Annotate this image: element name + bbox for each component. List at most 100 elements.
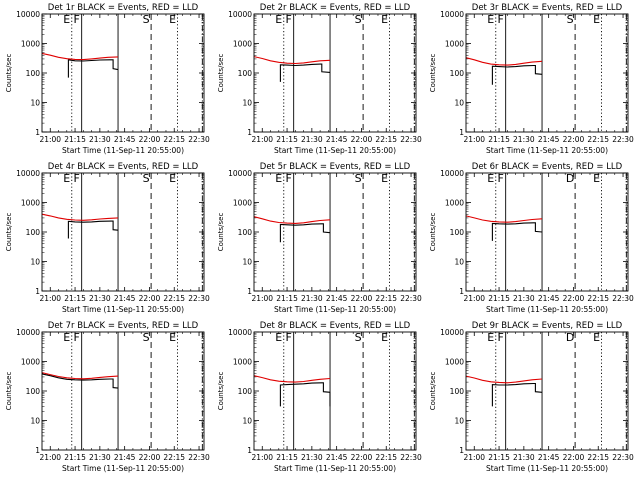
event-marker-label: S: [143, 172, 150, 185]
y-tick-label: 10000: [228, 10, 252, 19]
series-line-events: [491, 222, 543, 241]
x-tick-label: 21:30: [89, 135, 111, 144]
x-axis-label: Start Time (11-Sep-11 20:55:00): [486, 146, 608, 155]
event-marker-label: E: [381, 172, 388, 185]
event-marker-label: F: [498, 172, 504, 185]
panel-det-9: Det 9r BLACK = Events, RED = LLD Counts/s…: [429, 321, 634, 473]
y-tick-label: 10: [454, 417, 464, 426]
y-tick-label: 1: [247, 128, 252, 137]
x-tick-label: 21:45: [326, 135, 348, 144]
x-tick-label: 21:00: [463, 294, 485, 303]
y-tick-label: 10: [242, 417, 252, 426]
y-tick-label: 10000: [228, 328, 252, 337]
y-axis-label: Counts/sec: [5, 213, 13, 252]
x-tick-label: 22:30: [188, 135, 210, 144]
plot-frame: [465, 331, 629, 451]
y-tick-label: 10: [242, 99, 252, 108]
x-tick-label: 22:15: [587, 135, 609, 144]
panel-det-6: Det 6r BLACK = Events, RED = LLD Counts/s…: [429, 162, 634, 314]
x-tick-label: 21:30: [513, 453, 535, 462]
plot-frame: [465, 172, 629, 292]
plot-frame: [41, 331, 205, 451]
x-tick-label: 21:30: [89, 294, 111, 303]
y-tick-label: 10000: [228, 169, 252, 178]
y-tick-label: 10000: [16, 169, 40, 178]
event-marker-label: E: [381, 331, 388, 344]
event-marker-label: S: [143, 13, 150, 26]
panel-title: Det 8r BLACK = Events, RED = LLD: [260, 321, 411, 331]
y-tick-label: 1: [35, 128, 40, 137]
series-line-lld: [465, 215, 543, 223]
event-marker-label: F: [286, 331, 292, 344]
y-tick-label: 1000: [233, 40, 252, 49]
x-tick-label: 21:30: [513, 294, 535, 303]
x-tick-label: 21:15: [276, 453, 298, 462]
x-tick-label: 22:00: [139, 294, 161, 303]
panel-title: Det 5r BLACK = Events, RED = LLD: [260, 162, 411, 172]
series-line-lld: [253, 375, 331, 383]
x-axis-label: Start Time (11-Sep-11 20:55:00): [62, 146, 184, 155]
x-axis-label: Start Time (11-Sep-11 20:55:00): [274, 146, 396, 155]
x-tick-label: 22:00: [563, 294, 585, 303]
series-line-events: [279, 382, 331, 407]
x-tick-label: 21:00: [39, 453, 61, 462]
event-marker-label: E: [593, 172, 600, 185]
x-tick-label: 21:30: [513, 135, 535, 144]
y-tick-label: 10: [454, 99, 464, 108]
x-tick-label: 22:00: [139, 135, 161, 144]
series-line-events: [279, 223, 331, 243]
x-tick-label: 21:00: [463, 135, 485, 144]
event-marker-label: S: [143, 331, 150, 344]
x-tick-label: 21:00: [39, 135, 61, 144]
x-tick-label: 22:30: [612, 453, 634, 462]
x-tick-label: 21:15: [488, 135, 510, 144]
x-tick-label: 22:30: [400, 135, 422, 144]
x-tick-label: 22:15: [163, 453, 185, 462]
panel-title: Det 7r BLACK = Events, RED = LLD: [48, 321, 199, 331]
panel-det-4: Det 4r BLACK = Events, RED = LLD Counts/s…: [5, 162, 210, 314]
event-marker-label: E: [63, 13, 70, 26]
x-tick-label: 22:15: [163, 294, 185, 303]
x-tick-label: 21:30: [301, 453, 323, 462]
y-axis-label: Counts/sec: [429, 54, 437, 93]
y-tick-label: 100: [26, 228, 41, 237]
event-marker-label: F: [498, 13, 504, 26]
y-tick-label: 1000: [233, 199, 252, 208]
panel-title: Det 4r BLACK = Events, RED = LLD: [48, 162, 199, 172]
x-tick-label: 21:15: [488, 294, 510, 303]
x-tick-label: 22:15: [587, 294, 609, 303]
event-marker-label: E: [593, 331, 600, 344]
x-axis-label: Start Time (11-Sep-11 20:55:00): [486, 464, 608, 473]
event-marker-label: E: [169, 331, 176, 344]
event-marker-label: F: [498, 331, 504, 344]
series-line-lld: [253, 216, 331, 224]
panel-det-2: Det 2r BLACK = Events, RED = LLD Counts/s…: [217, 3, 422, 155]
x-tick-label: 21:30: [301, 294, 323, 303]
event-marker-label: E: [275, 172, 282, 185]
y-tick-label: 100: [450, 69, 465, 78]
y-tick-label: 1: [247, 287, 252, 296]
y-tick-label: 10000: [440, 328, 464, 337]
y-tick-label: 10000: [16, 328, 40, 337]
y-tick-label: 100: [238, 387, 253, 396]
event-marker-label: E: [169, 13, 176, 26]
series-line-events: [279, 63, 331, 82]
y-tick-label: 1: [459, 446, 464, 455]
y-tick-label: 1000: [445, 40, 464, 49]
y-tick-label: 1: [35, 446, 40, 455]
x-tick-label: 22:15: [163, 135, 185, 144]
y-tick-label: 1000: [21, 199, 40, 208]
series-line-events: [491, 382, 543, 407]
x-tick-label: 22:30: [400, 453, 422, 462]
x-tick-label: 22:00: [139, 453, 161, 462]
x-axis-label: Start Time (11-Sep-11 20:55:00): [274, 305, 396, 314]
event-marker-label: E: [487, 331, 494, 344]
x-tick-label: 21:15: [276, 294, 298, 303]
panel-det-3: Det 3r BLACK = Events, RED = LLD Counts/s…: [429, 3, 634, 155]
y-tick-label: 100: [238, 69, 253, 78]
panel-det-1: Det 1r BLACK = Events, RED = LLD Counts/s…: [5, 3, 210, 155]
plot-frame: [465, 13, 629, 133]
event-marker-label: E: [275, 331, 282, 344]
series-line-events: [491, 64, 543, 85]
panel-title: Det 6r BLACK = Events, RED = LLD: [472, 162, 623, 172]
